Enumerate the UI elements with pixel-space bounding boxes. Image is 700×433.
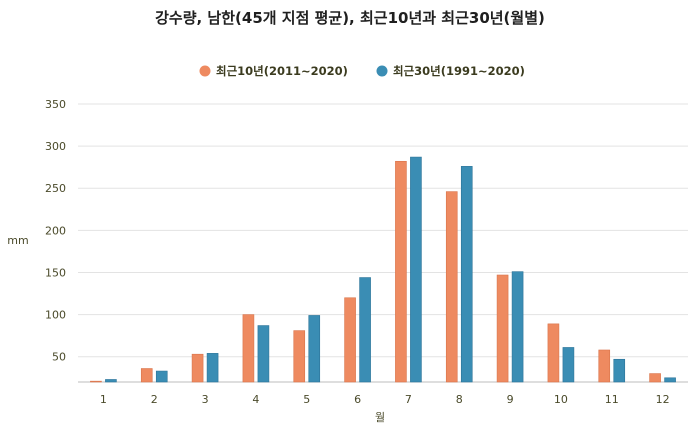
bar-s2-month-10[interactable] bbox=[562, 347, 575, 383]
x-tick-label-7: 7 bbox=[405, 393, 412, 406]
bar-s1-month-7[interactable] bbox=[395, 160, 407, 383]
bar-s2-month-5[interactable] bbox=[308, 315, 321, 383]
bar-s2-month-6[interactable] bbox=[359, 277, 371, 383]
bar-s2-month-1[interactable] bbox=[105, 379, 117, 383]
bar-s1-month-3[interactable] bbox=[191, 353, 204, 383]
y-tick-label-350: 350 bbox=[45, 98, 66, 111]
x-tick-label-10: 10 bbox=[554, 393, 568, 406]
x-tick-label-4: 4 bbox=[252, 393, 259, 406]
bar-s1-month-12[interactable] bbox=[649, 373, 661, 383]
bar-s1-month-5[interactable] bbox=[293, 330, 306, 383]
x-tick-label-11: 11 bbox=[605, 393, 619, 406]
legend: 최근10년(2011~2020) 최근30년(1991~2020) bbox=[199, 64, 525, 78]
bar-s2-month-12[interactable] bbox=[664, 377, 676, 383]
bar-s1-month-11[interactable] bbox=[598, 349, 611, 383]
bar-s1-month-10[interactable] bbox=[547, 323, 560, 383]
x-tick-label-2: 2 bbox=[151, 393, 158, 406]
x-tick-label-8: 8 bbox=[456, 393, 463, 406]
bar-s1-month-8[interactable] bbox=[445, 191, 458, 383]
bar-s2-month-2[interactable] bbox=[155, 370, 168, 383]
gridlines bbox=[78, 103, 688, 383]
y-axis-label: mm bbox=[7, 234, 28, 247]
legend-item-recent-30y[interactable]: 최근30년(1991~2020) bbox=[376, 64, 525, 78]
bar-s1-month-2[interactable] bbox=[140, 368, 153, 383]
y-tick-label-300: 300 bbox=[45, 140, 66, 153]
x-tick-labels: 1 2 3 4 5 6 7 8 9 10 11 12 bbox=[100, 393, 670, 406]
x-tick-label-1: 1 bbox=[100, 393, 107, 406]
legend-swatch-recent-30y bbox=[376, 65, 388, 77]
x-tick-label-9: 9 bbox=[507, 393, 514, 406]
bar-s1-month-6[interactable] bbox=[344, 297, 356, 383]
y-tick-label-50: 50 bbox=[52, 351, 66, 364]
chart-title: 강수량, 남한(45개 지점 평균), 최근10년과 최근30년(월별) bbox=[155, 9, 545, 27]
bar-s1-month-1[interactable] bbox=[90, 380, 102, 383]
legend-label-recent-30y: 최근30년(1991~2020) bbox=[393, 64, 525, 78]
y-tick-labels: 50 100 150 200 250 300 350 bbox=[45, 98, 66, 364]
x-tick-label-3: 3 bbox=[202, 393, 209, 406]
x-tick-label-6: 6 bbox=[354, 393, 361, 406]
legend-item-recent-10y[interactable]: 최근10년(2011~2020) bbox=[199, 64, 348, 78]
legend-swatch-recent-10y bbox=[199, 65, 211, 77]
bar-s1-month-4[interactable] bbox=[242, 314, 255, 383]
bar-s2-month-8[interactable] bbox=[460, 166, 473, 383]
bar-s2-month-7[interactable] bbox=[410, 156, 422, 383]
bar-s2-month-11[interactable] bbox=[613, 358, 626, 383]
y-tick-label-150: 150 bbox=[45, 266, 66, 279]
x-axis-label: 월 bbox=[375, 411, 385, 424]
y-tick-label-200: 200 bbox=[45, 224, 66, 237]
bar-s2-month-4[interactable] bbox=[257, 325, 270, 383]
bars bbox=[90, 156, 676, 383]
bar-s2-month-9[interactable] bbox=[511, 271, 524, 383]
legend-label-recent-10y: 최근10년(2011~2020) bbox=[216, 64, 348, 78]
x-tick-label-12: 12 bbox=[656, 393, 670, 406]
bar-s2-month-3[interactable] bbox=[206, 353, 219, 383]
bar-s1-month-9[interactable] bbox=[496, 274, 509, 383]
y-tick-label-250: 250 bbox=[45, 182, 66, 195]
y-tick-label-100: 100 bbox=[45, 309, 66, 322]
x-tick-label-5: 5 bbox=[303, 393, 310, 406]
